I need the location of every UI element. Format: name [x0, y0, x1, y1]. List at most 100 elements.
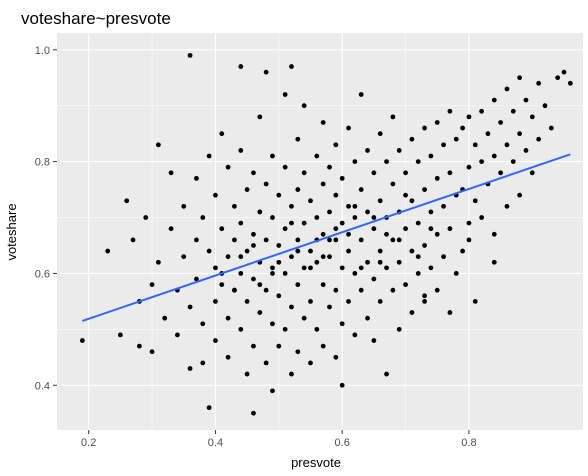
- y-axis-ticks: 0.4 0.6 0.8 1.0: [35, 45, 57, 392]
- data-point: [238, 271, 244, 276]
- data-point: [491, 97, 497, 103]
- y-tick-label: 0.8: [35, 157, 50, 169]
- data-point: [358, 187, 364, 192]
- data-point: [371, 338, 377, 343]
- data-point: [238, 64, 244, 69]
- data-point: [352, 271, 358, 276]
- data-point: [320, 254, 326, 260]
- data-point: [339, 220, 345, 226]
- data-point: [396, 148, 402, 153]
- data-point: [352, 215, 358, 220]
- data-point: [206, 153, 212, 159]
- data-point: [390, 287, 396, 293]
- data-point: [504, 142, 510, 148]
- data-point: [396, 259, 402, 265]
- data-point: [415, 159, 421, 165]
- data-point: [270, 271, 275, 276]
- data-point: [143, 215, 149, 220]
- data-point: [441, 142, 446, 148]
- data-point: [289, 220, 294, 226]
- data-point: [276, 293, 282, 299]
- data-point: [441, 254, 446, 260]
- data-point: [377, 198, 383, 204]
- data-point: [79, 338, 85, 343]
- data-point: [327, 209, 332, 215]
- x-axis-title: presvote: [291, 455, 341, 470]
- data-point: [327, 304, 332, 310]
- data-point: [428, 265, 434, 271]
- data-point: [263, 360, 269, 366]
- data-point: [371, 276, 377, 282]
- data-point: [333, 192, 339, 198]
- data-point: [377, 248, 383, 254]
- data-point: [491, 153, 497, 159]
- data-point: [390, 237, 396, 243]
- data-point: [523, 148, 529, 153]
- data-point: [194, 237, 199, 243]
- data-point: [282, 92, 288, 97]
- data-point: [403, 226, 408, 232]
- data-point: [365, 148, 370, 153]
- data-point: [257, 114, 263, 120]
- data-point: [504, 203, 510, 209]
- chart-title: voteshare~presvote: [21, 9, 171, 28]
- data-point: [517, 131, 523, 137]
- data-point: [422, 293, 427, 299]
- data-point: [504, 86, 510, 92]
- data-point: [529, 114, 535, 120]
- data-point: [466, 237, 472, 243]
- data-point: [295, 282, 301, 288]
- data-point: [491, 231, 497, 237]
- data-point: [282, 271, 288, 276]
- data-point: [308, 298, 313, 304]
- data-point: [213, 265, 218, 271]
- data-point: [308, 248, 313, 254]
- data-point: [263, 287, 269, 293]
- data-point: [485, 131, 491, 137]
- data-point: [251, 276, 256, 282]
- data-point: [491, 259, 497, 265]
- data-point: [320, 231, 326, 237]
- data-point: [352, 159, 358, 165]
- data-point: [422, 298, 427, 304]
- data-point: [390, 114, 396, 120]
- data-point: [339, 382, 345, 388]
- data-point: [162, 315, 168, 321]
- data-point: [409, 248, 415, 254]
- data-point: [295, 237, 301, 243]
- data-point: [225, 315, 231, 321]
- data-point: [529, 170, 535, 176]
- data-point: [270, 321, 275, 327]
- data-point: [213, 298, 218, 304]
- data-point: [447, 226, 453, 232]
- data-point: [339, 321, 345, 327]
- data-point: [434, 175, 440, 181]
- data-point: [472, 198, 478, 204]
- data-point: [194, 276, 199, 282]
- data-point: [251, 410, 256, 416]
- data-point: [219, 226, 225, 232]
- data-point: [377, 259, 383, 265]
- data-point: [130, 237, 136, 243]
- data-point: [124, 198, 130, 204]
- data-point: [225, 164, 231, 170]
- data-point: [403, 192, 408, 198]
- data-point: [479, 159, 485, 165]
- data-point: [377, 298, 383, 304]
- data-point: [225, 254, 231, 260]
- data-point: [460, 248, 465, 254]
- data-point: [320, 120, 326, 125]
- data-point: [441, 203, 446, 209]
- y-axis-title: voteshare: [4, 203, 19, 260]
- data-point: [415, 220, 421, 226]
- x-tick-label: 0.8: [461, 437, 476, 449]
- data-point: [181, 203, 187, 209]
- data-point: [548, 125, 554, 131]
- data-point: [358, 287, 364, 293]
- data-point: [238, 326, 244, 332]
- data-point: [270, 215, 275, 220]
- data-point: [384, 265, 389, 271]
- data-point: [479, 108, 485, 114]
- data-point: [517, 75, 523, 81]
